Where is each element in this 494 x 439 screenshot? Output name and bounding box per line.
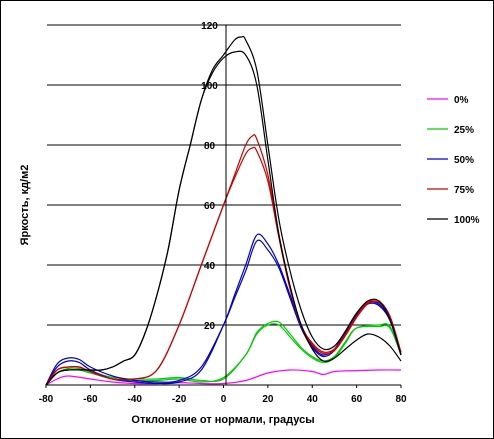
series-line (45, 320, 402, 386)
series-layer (45, 35, 402, 386)
legend-label: 0% (454, 95, 469, 106)
x-tick-label: 20 (262, 394, 274, 405)
y-tick-label: 100 (201, 81, 218, 92)
series-line (45, 369, 402, 386)
legend-label: 75% (454, 185, 474, 196)
legend-label: 100% (454, 215, 480, 226)
series-75pct (45, 134, 402, 386)
series-0pct (45, 369, 402, 386)
series-line (45, 50, 402, 386)
x-tick-label: 0 (221, 394, 227, 405)
x-tick-labels: -80 -60 -40 -20 0 20 40 60 80 (39, 385, 407, 405)
legend-item: 25% (427, 125, 474, 136)
y-tick-label: 120 (201, 21, 218, 32)
series-100pct (45, 35, 402, 386)
x-tick-label: -60 (83, 394, 98, 405)
x-tick-label: 40 (307, 394, 319, 405)
legend-label: 25% (454, 125, 474, 136)
legend-item: 0% (427, 95, 469, 106)
legend-item: 75% (427, 185, 474, 196)
y-tick-label: 60 (204, 201, 216, 212)
x-tick-label: -80 (39, 394, 54, 405)
series-line (45, 146, 402, 386)
x-tick-label: -40 (128, 394, 143, 405)
x-tick-label: 60 (351, 394, 363, 405)
y-axis-title: Яркость, кд/м2 (19, 165, 31, 246)
legend-label: 50% (454, 155, 474, 166)
x-tick-label: 80 (395, 394, 407, 405)
y-tick-label: 20 (204, 321, 216, 332)
legend-item: 50% (427, 155, 474, 166)
y-tick-labels: 20 40 60 80 100 120 (201, 21, 218, 332)
y-tick-label: 80 (204, 141, 216, 152)
legend: 0% 25% 50% 75% 100% (427, 95, 480, 226)
y-tick-label: 40 (204, 261, 216, 272)
legend-item: 100% (427, 215, 480, 226)
x-tick-label: -20 (172, 394, 187, 405)
x-axis-title: Отклонение от нормали, градусы (131, 414, 314, 426)
